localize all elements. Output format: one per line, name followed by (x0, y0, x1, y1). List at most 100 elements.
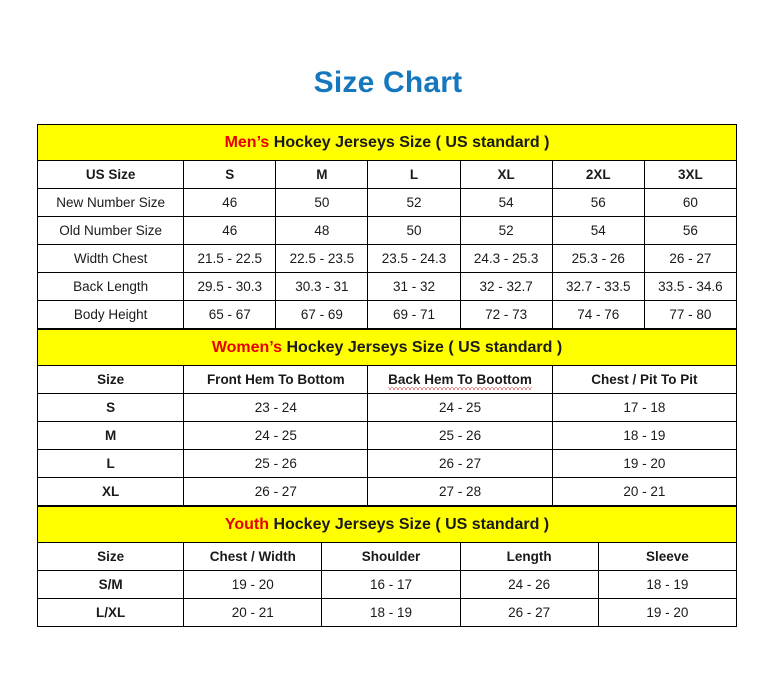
mens-size-table: Men’s Hockey Jerseys Size ( US standard … (36, 124, 738, 329)
mens-cell-1-1: 48 (275, 216, 369, 245)
womens-cell-1-0: 24 - 25 (183, 421, 369, 450)
womens-size-table: Women’s Hockey Jerseys Size ( US standar… (36, 329, 738, 506)
mens-cell-2-2: 23.5 - 24.3 (367, 244, 461, 273)
womens-col-header-2: Back Hem To Boottom (367, 365, 553, 394)
youth-banner-rest: Hockey Jerseys Size ( US standard ) (269, 515, 550, 533)
table-row: Back Length 29.5 - 30.3 30.3 - 31 31 - 3… (36, 272, 738, 301)
mens-cell-0-4: 56 (551, 188, 645, 217)
table-row: S 23 - 24 24 - 25 17 - 18 (36, 393, 738, 422)
womens-cell-0-2: 17 - 18 (551, 393, 738, 422)
mens-cell-3-5: 33.5 - 34.6 (643, 272, 738, 301)
table-row: L/XL 20 - 21 18 - 19 26 - 27 19 - 20 (36, 598, 738, 627)
womens-cell-1-1: 25 - 26 (367, 421, 553, 450)
mens-cell-2-1: 22.5 - 23.5 (275, 244, 369, 273)
youth-banner-accent: Youth (224, 515, 269, 533)
womens-cell-3-2: 20 - 21 (551, 477, 738, 506)
youth-col-header-3: Length (459, 542, 599, 571)
womens-col-header-2-text: Back Hem To Boottom (388, 372, 532, 390)
youth-row-label-0: S/M (36, 570, 185, 599)
mens-cell-1-3: 52 (459, 216, 553, 245)
table-row: L 25 - 26 26 - 27 19 - 20 (36, 449, 738, 478)
mens-cell-1-4: 54 (551, 216, 645, 245)
mens-row-label-4: Body Height (36, 300, 185, 329)
mens-cell-2-3: 24.3 - 25.3 (459, 244, 553, 273)
mens-cell-4-0: 65 - 67 (183, 300, 277, 329)
mens-cell-1-5: 56 (643, 216, 738, 245)
youth-col-header-2: Shoulder (321, 542, 461, 571)
womens-cell-3-0: 26 - 27 (183, 477, 369, 506)
mens-cell-0-0: 46 (183, 188, 277, 217)
mens-col-header-5: 2XL (551, 160, 645, 189)
mens-cell-4-3: 72 - 73 (459, 300, 553, 329)
mens-cell-0-1: 50 (275, 188, 369, 217)
mens-cell-4-4: 74 - 76 (551, 300, 645, 329)
youth-banner-row: Youth Hockey Jerseys Size ( US standard … (37, 506, 737, 543)
mens-cell-4-2: 69 - 71 (367, 300, 461, 329)
womens-cell-2-2: 19 - 20 (551, 449, 738, 478)
womens-section-banner: Women’s Hockey Jerseys Size ( US standar… (37, 329, 737, 366)
youth-cell-0-3: 18 - 19 (597, 570, 738, 599)
womens-row-label-2: L (36, 449, 185, 478)
table-row: XL 26 - 27 27 - 28 20 - 21 (36, 477, 738, 506)
mens-banner-row: Men’s Hockey Jerseys Size ( US standard … (37, 124, 737, 161)
table-row: Body Height 65 - 67 67 - 69 69 - 71 72 -… (36, 300, 738, 329)
mens-header-row: US Size S M L XL 2XL 3XL (36, 160, 738, 189)
mens-row-label-0: New Number Size (36, 188, 185, 217)
womens-cell-1-2: 18 - 19 (551, 421, 738, 450)
womens-row-label-1: M (36, 421, 185, 450)
mens-cell-3-4: 32.7 - 33.5 (551, 272, 645, 301)
mens-section-banner: Men’s Hockey Jerseys Size ( US standard … (37, 124, 737, 161)
mens-col-header-3: L (367, 160, 461, 189)
youth-cell-0-0: 19 - 20 (183, 570, 323, 599)
mens-col-header-4: XL (459, 160, 553, 189)
mens-col-header-2: M (275, 160, 369, 189)
youth-cell-1-2: 26 - 27 (459, 598, 599, 627)
table-row: Width Chest 21.5 - 22.5 22.5 - 23.5 23.5… (36, 244, 738, 273)
youth-size-table: Youth Hockey Jerseys Size ( US standard … (36, 506, 738, 627)
mens-cell-0-5: 60 (643, 188, 738, 217)
womens-banner-row: Women’s Hockey Jerseys Size ( US standar… (37, 329, 737, 366)
mens-cell-1-0: 46 (183, 216, 277, 245)
mens-cell-4-5: 77 - 80 (643, 300, 738, 329)
mens-col-header-1: S (183, 160, 277, 189)
mens-cell-0-3: 54 (459, 188, 553, 217)
mens-banner-rest: Hockey Jerseys Size ( US standard ) (269, 133, 550, 151)
womens-cell-0-1: 24 - 25 (367, 393, 553, 422)
mens-cell-0-2: 52 (367, 188, 461, 217)
mens-cell-3-1: 30.3 - 31 (275, 272, 369, 301)
mens-cell-2-0: 21.5 - 22.5 (183, 244, 277, 273)
mens-col-header-0: US Size (36, 160, 185, 189)
womens-banner-rest: Hockey Jerseys Size ( US standard ) (282, 338, 563, 356)
womens-cell-2-0: 25 - 26 (183, 449, 369, 478)
table-row: Old Number Size 46 48 50 52 54 56 (36, 216, 738, 245)
mens-row-label-2: Width Chest (36, 244, 185, 273)
mens-row-label-1: Old Number Size (36, 216, 185, 245)
womens-col-header-0: Size (36, 365, 185, 394)
womens-header-row: Size Front Hem To Bottom Back Hem To Boo… (36, 365, 738, 394)
womens-col-header-1: Front Hem To Bottom (183, 365, 369, 394)
womens-cell-2-1: 26 - 27 (367, 449, 553, 478)
womens-row-label-0: S (36, 393, 185, 422)
table-row: M 24 - 25 25 - 26 18 - 19 (36, 421, 738, 450)
womens-row-label-3: XL (36, 477, 185, 506)
youth-section-banner: Youth Hockey Jerseys Size ( US standard … (37, 506, 737, 543)
page-title: Size Chart (313, 66, 463, 99)
youth-cell-1-1: 18 - 19 (321, 598, 461, 627)
youth-col-header-1: Chest / Width (183, 542, 323, 571)
youth-cell-1-3: 19 - 20 (597, 598, 738, 627)
youth-header-row: Size Chest / Width Shoulder Length Sleev… (36, 542, 738, 571)
womens-col-header-3: Chest / Pit To Pit (551, 365, 738, 394)
womens-cell-3-1: 27 - 28 (367, 477, 553, 506)
youth-row-label-1: L/XL (36, 598, 185, 627)
youth-cell-0-2: 24 - 26 (459, 570, 599, 599)
table-row: New Number Size 46 50 52 54 56 60 (36, 188, 738, 217)
mens-banner-accent: Men’s (224, 133, 270, 151)
mens-cell-3-2: 31 - 32 (367, 272, 461, 301)
womens-banner-accent: Women’s (211, 338, 283, 356)
youth-col-header-4: Sleeve (597, 542, 738, 571)
mens-cell-2-4: 25.3 - 26 (551, 244, 645, 273)
table-row: S/M 19 - 20 16 - 17 24 - 26 18 - 19 (36, 570, 738, 599)
mens-cell-2-5: 26 - 27 (643, 244, 738, 273)
mens-cell-1-2: 50 (367, 216, 461, 245)
